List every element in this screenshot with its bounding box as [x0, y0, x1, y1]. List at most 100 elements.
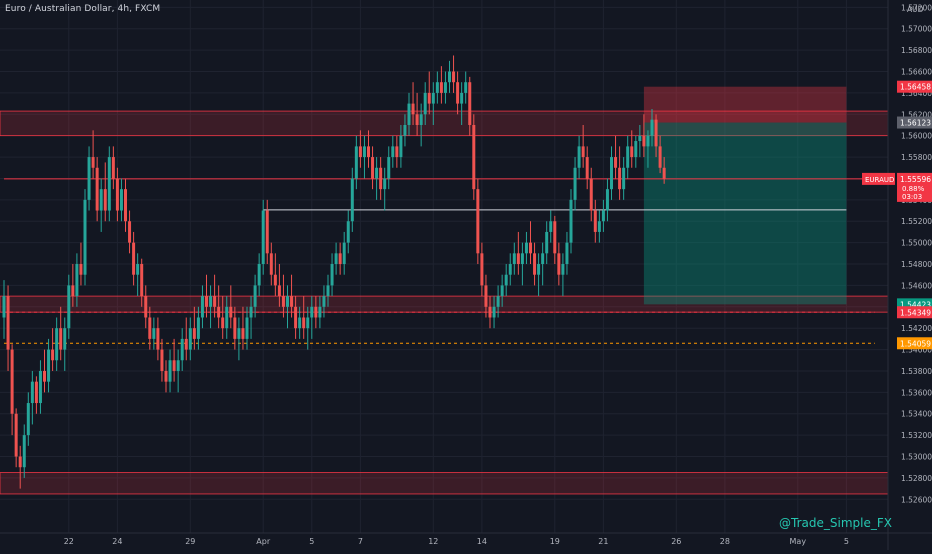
candle-body[interactable] [622, 167, 626, 190]
candle-body[interactable] [383, 178, 387, 190]
candle-body[interactable] [419, 114, 423, 125]
candle-body[interactable] [638, 135, 642, 142]
candle-body[interactable] [524, 242, 528, 254]
candle-body[interactable] [585, 157, 589, 179]
candle-body[interactable] [277, 285, 281, 297]
candle-body[interactable] [47, 349, 51, 382]
candle-body[interactable] [553, 221, 557, 254]
candle-body[interactable] [537, 264, 541, 275]
candle-body[interactable] [618, 167, 622, 190]
candle-body[interactable] [427, 92, 431, 104]
candle-body[interactable] [10, 349, 14, 414]
candle-body[interactable] [294, 306, 298, 329]
candle-body[interactable] [476, 189, 480, 254]
candle-body[interactable] [435, 82, 439, 93]
candle-body[interactable] [520, 253, 524, 265]
candle-body[interactable] [245, 317, 249, 339]
candle-body[interactable] [642, 135, 646, 147]
candle-body[interactable] [172, 360, 176, 371]
candle-body[interactable] [565, 242, 569, 265]
candle-body[interactable] [496, 296, 500, 307]
candle-body[interactable] [290, 296, 294, 307]
candle-body[interactable] [589, 178, 593, 211]
candle-body[interactable] [358, 146, 362, 158]
candle-body[interactable] [541, 253, 545, 265]
candle-body[interactable] [107, 157, 111, 211]
candle-body[interactable] [577, 146, 581, 168]
candle-body[interactable] [529, 242, 532, 254]
candle-body[interactable] [484, 285, 488, 307]
candle-body[interactable] [273, 274, 277, 286]
candle-body[interactable] [213, 296, 217, 307]
candle-body[interactable] [302, 317, 306, 329]
candle-body[interactable] [439, 82, 443, 93]
candle-body[interactable] [516, 253, 520, 265]
candle-body[interactable] [460, 92, 464, 104]
candle-body[interactable] [192, 328, 196, 339]
candle-body[interactable] [180, 338, 184, 361]
candle-body[interactable] [34, 381, 38, 404]
candle-body[interactable] [391, 146, 395, 158]
candle-body[interactable] [334, 253, 338, 265]
candle-body[interactable] [30, 381, 34, 404]
candle-body[interactable] [209, 296, 213, 307]
candle-body[interactable] [338, 253, 342, 265]
candle-body[interactable] [508, 264, 512, 275]
candle-body[interactable] [448, 71, 451, 83]
candle-body[interactable] [342, 242, 346, 265]
candle-body[interactable] [557, 253, 561, 275]
candle-body[interactable] [581, 146, 585, 158]
candle-body[interactable] [545, 231, 549, 254]
candle-body[interactable] [512, 253, 516, 265]
candle-body[interactable] [395, 146, 399, 158]
candle-body[interactable] [152, 328, 156, 339]
candle-body[interactable] [504, 274, 508, 286]
candle-body[interactable] [22, 435, 26, 468]
candle-body[interactable] [144, 296, 148, 318]
candle-body[interactable] [103, 189, 107, 211]
candle-body[interactable] [164, 370, 168, 382]
candle-body[interactable] [124, 189, 127, 222]
candle-body[interactable] [26, 403, 30, 436]
candle-body[interactable] [492, 306, 496, 318]
candle-body[interactable] [310, 306, 314, 318]
candle-body[interactable] [18, 456, 22, 468]
candle-body[interactable] [128, 221, 132, 243]
candle-body[interactable] [480, 253, 484, 286]
candle-body[interactable] [411, 103, 415, 115]
candle-body[interactable] [472, 124, 476, 190]
candle-body[interactable] [188, 328, 192, 350]
candle-body[interactable] [379, 167, 383, 190]
candle-body[interactable] [261, 210, 265, 265]
candle-body[interactable] [403, 124, 407, 136]
candle-body[interactable] [431, 92, 435, 104]
candle-body[interactable] [605, 189, 609, 211]
candle-body[interactable] [654, 119, 658, 147]
candle-body[interactable] [38, 370, 42, 404]
candle-body[interactable] [63, 328, 67, 350]
candle-body[interactable] [217, 306, 221, 318]
candle-body[interactable] [614, 157, 618, 168]
candle-body[interactable] [2, 296, 6, 318]
candle-body[interactable] [650, 119, 654, 136]
candle-body[interactable] [415, 114, 419, 125]
candle-body[interactable] [176, 360, 180, 371]
candle-body[interactable] [95, 167, 99, 211]
candle-body[interactable] [225, 306, 229, 329]
candle-body[interactable] [269, 253, 273, 275]
candle-body[interactable] [387, 157, 391, 179]
candle-body[interactable] [468, 82, 472, 125]
candle-body[interactable] [662, 167, 666, 179]
candle-body[interactable] [253, 285, 257, 307]
candle-body[interactable] [160, 349, 164, 371]
candle-body[interactable] [443, 82, 447, 93]
candle-body[interactable] [196, 317, 200, 339]
candle-body[interactable] [549, 221, 553, 232]
candle-body[interactable] [593, 210, 597, 232]
candle-body[interactable] [407, 103, 411, 125]
candle-body[interactable] [367, 146, 370, 158]
candle-body[interactable] [83, 199, 87, 275]
candle-body[interactable] [249, 306, 253, 318]
